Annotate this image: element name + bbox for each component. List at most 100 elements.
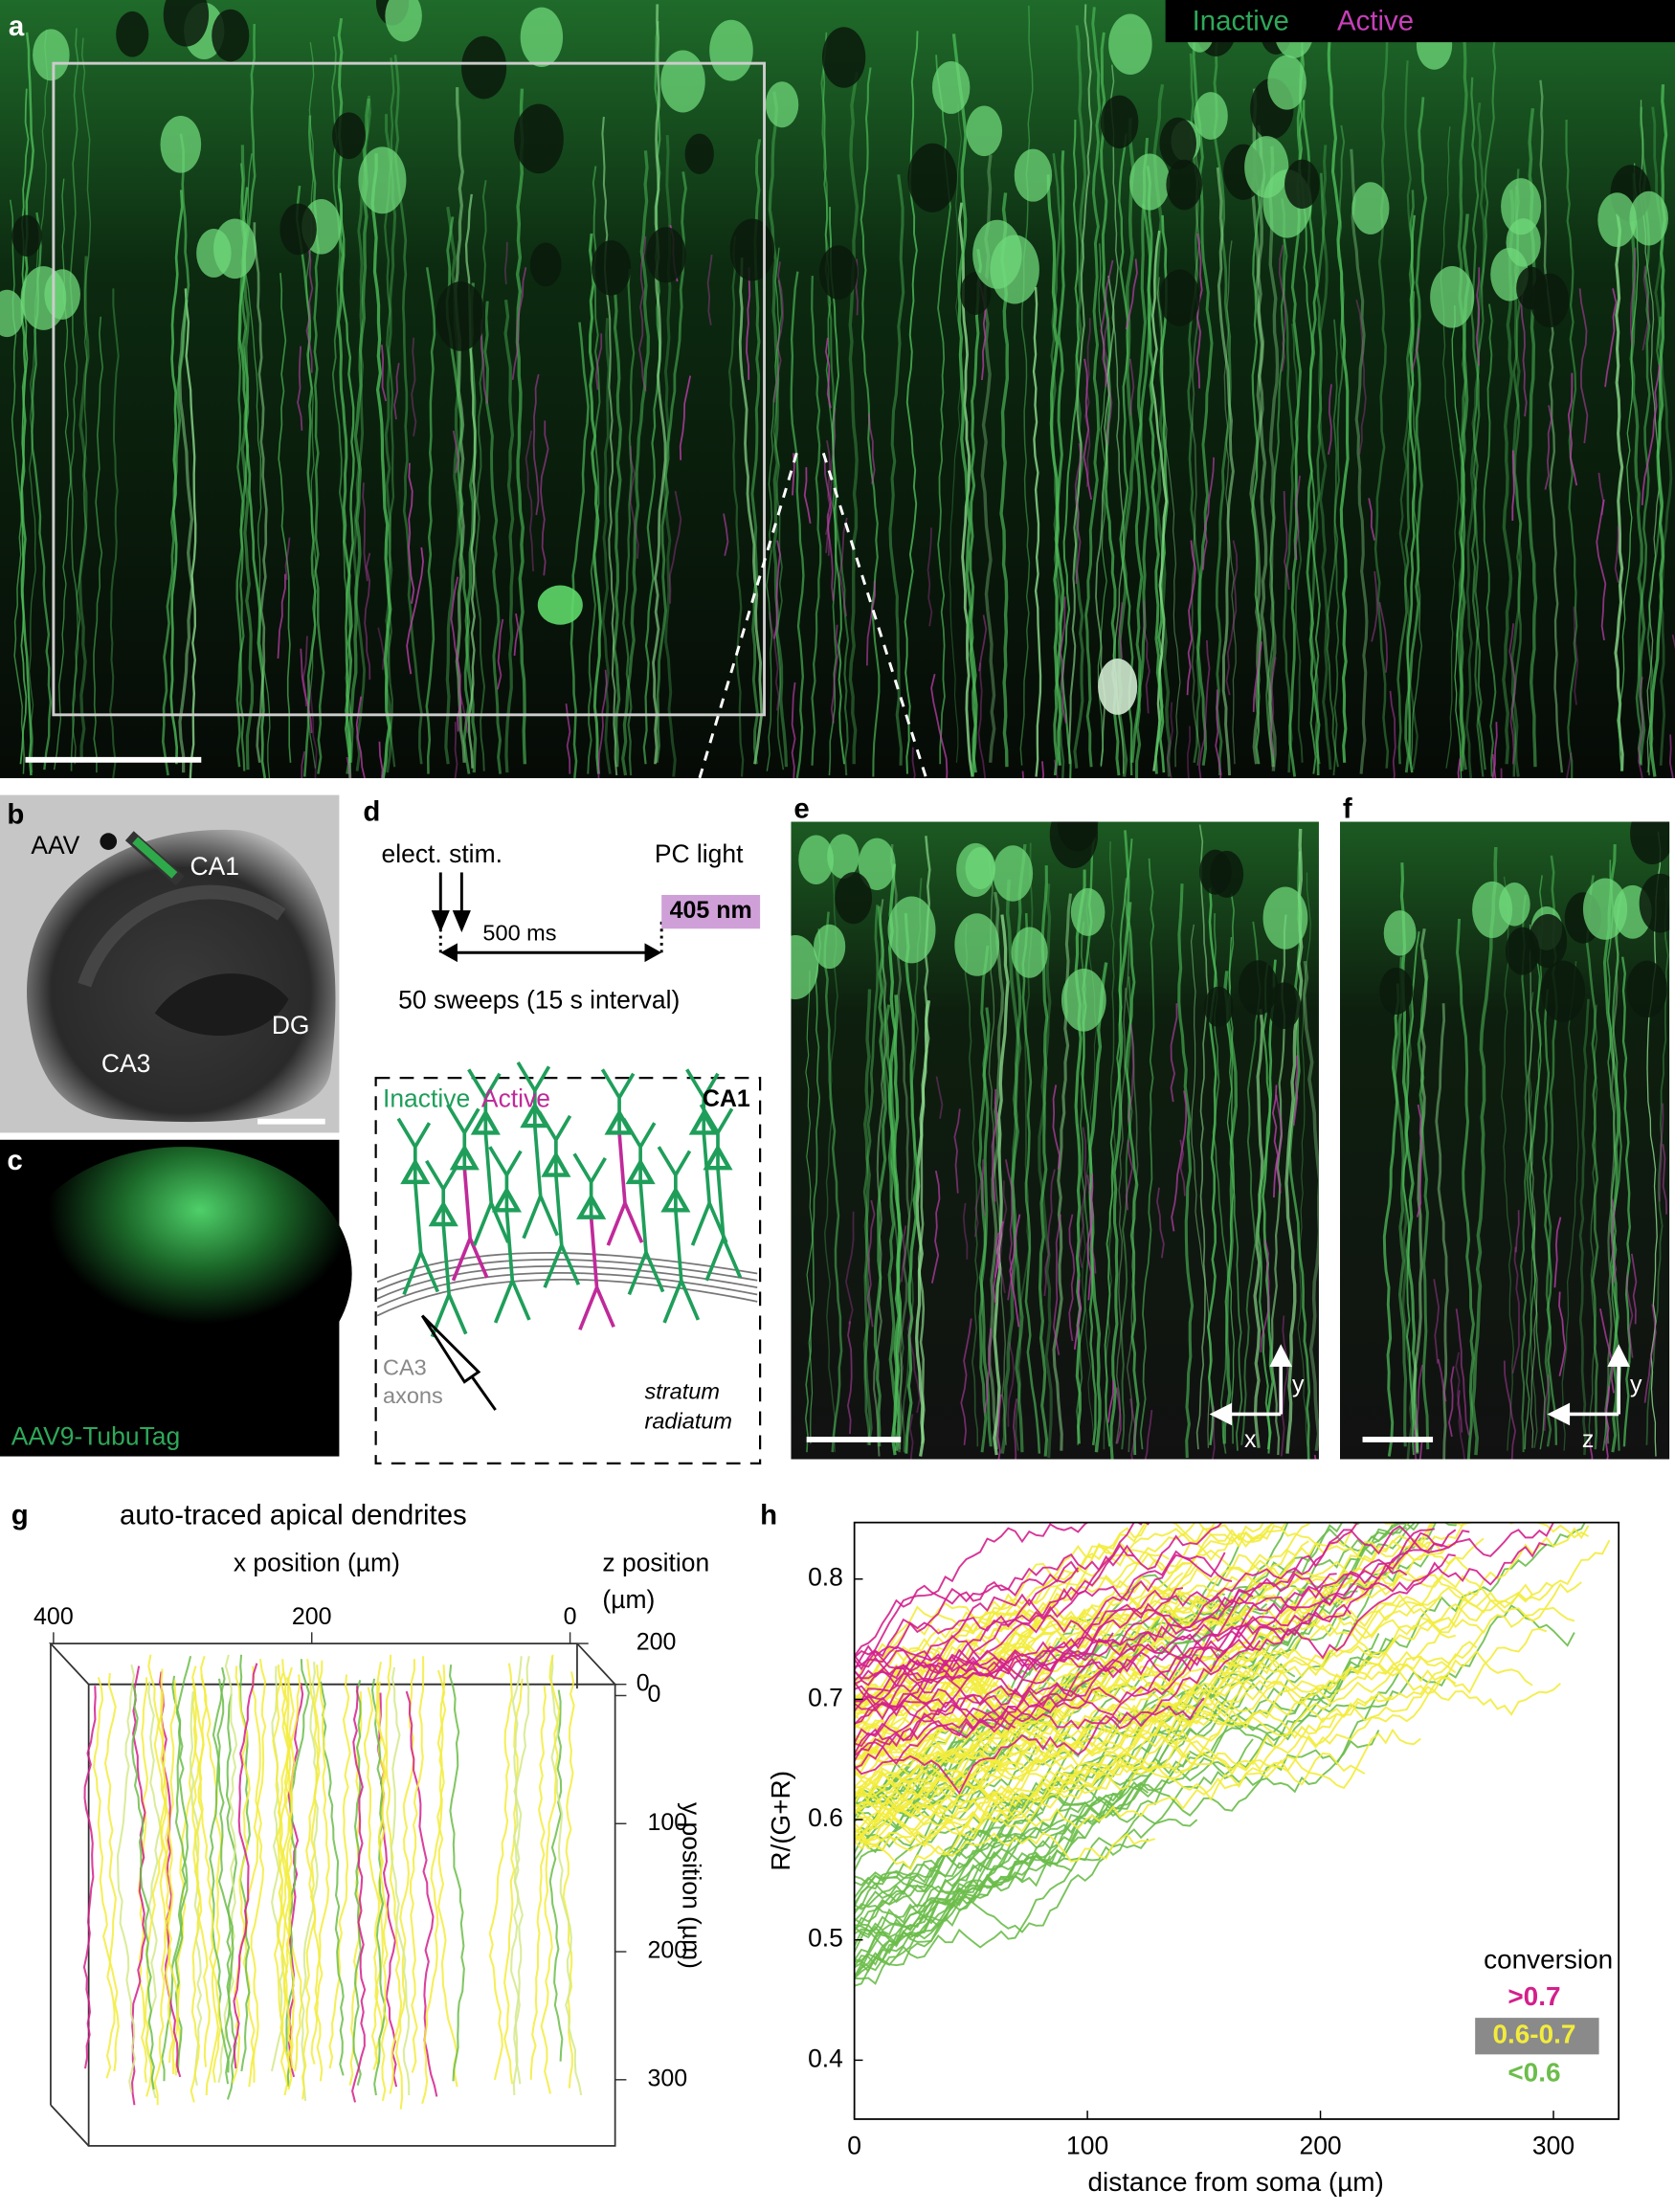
label: CA3 [101,1049,150,1078]
active-dendrite [845,1211,855,1325]
active-dendrite [901,1225,907,1283]
dendrite [69,28,81,771]
legend-active: Active [1337,5,1414,36]
x-tick-label: 100 [1066,2131,1108,2159]
dendrite [1382,983,1400,1457]
trace [854,1522,1274,1715]
panel-label: f [1343,793,1352,825]
basal-dendrite [578,1217,615,1330]
dendrite [1585,875,1599,1450]
cell [660,50,705,113]
trace [854,1661,1561,1766]
dendrite [346,98,370,774]
dendrite [1053,150,1065,776]
trace [854,1641,1478,1835]
dendrite [1411,928,1428,1453]
dendrite-trace [131,1684,155,2090]
dendrite [1038,883,1053,1459]
basal-dendrite [402,1181,440,1296]
trace [854,1541,1548,1716]
y-tick-label: 200 [647,1937,687,1964]
cell [729,218,775,281]
dendrite [1451,305,1465,778]
active-dendrite [1252,641,1262,712]
active-dendrite [953,1108,961,1194]
active-dendrite [1378,602,1389,673]
basal-dendrite [493,1210,531,1324]
trace [854,1558,1408,1748]
active-dendrite [1543,1374,1550,1432]
cell [1061,969,1106,1032]
dendrite [1501,876,1514,1451]
active-dendrite [1668,734,1674,778]
dendrite-trace [351,1686,367,2103]
dendrite [1471,846,1498,1456]
active-dendrite [911,747,916,778]
dendrite [1084,7,1102,768]
active-dendrite [1125,258,1138,330]
active-dendrite [803,467,812,525]
active-dendrite [1588,1441,1594,1460]
active-dendrite [935,1076,944,1119]
cell [116,11,149,57]
active-dendrite [1143,600,1150,714]
panel-label: c [7,1145,22,1176]
dendrite [1530,926,1546,1450]
dendrite [1281,198,1295,773]
dendrite [503,299,515,773]
dendrite [768,91,789,768]
active-dendrite [1128,358,1135,415]
z-tick-label: 0 [636,1669,650,1696]
dendrite [1223,240,1237,765]
layer-label: radiatum [645,1408,733,1433]
y-tick-label: 0.6 [808,1803,843,1832]
dendrite [1456,10,1468,771]
active-dendrite [973,1166,986,1238]
active-dendrite [769,612,780,711]
dendrite [1539,79,1564,773]
active-dendrite [1280,1315,1289,1457]
x-tick-label: 300 [1532,2131,1574,2159]
cell [1284,159,1320,210]
dendrite [655,171,687,763]
dendrite [848,71,860,765]
active-dendrite [908,1414,914,1460]
active-dendrite [998,1180,1008,1294]
active-dendrite [927,527,933,627]
micrograph-detail [0,0,1675,778]
active-dendrite [355,696,366,778]
dendrite [1081,837,1097,1445]
active-dendrite [503,241,508,285]
dendrite [1249,88,1265,765]
cell [765,81,799,128]
active-dendrite [1371,570,1378,642]
active-dendrite [994,1220,1004,1278]
active-dendrite [1599,1308,1615,1394]
active-dendrite [1511,450,1515,521]
dendrite-trace [512,1656,530,2096]
x-tick-label: 200 [292,1603,332,1630]
active-dendrite [1457,1390,1463,1433]
trace [854,1855,1052,1947]
apical-dendrite [657,1146,692,1211]
trace [854,1738,1205,1815]
dendrite [820,65,850,776]
active-dendrite [1630,1253,1638,1325]
active-dendrite [1013,1398,1018,1460]
active-dendrite [511,267,527,381]
dendrite-trace [488,1663,513,2081]
dendrite [570,322,590,778]
legend-background [1165,0,1675,43]
label: AAV [31,831,79,860]
micrograph-detail [791,821,1319,1460]
active-dendrite [906,1313,921,1414]
active-dendrite [1558,1291,1567,1376]
y-axis-label: R/(G+R) [766,1771,795,1871]
trace [854,1732,1191,1836]
dendrite [915,1000,931,1457]
dendrite [1103,841,1117,1450]
x-tick-label: 0 [564,1603,577,1630]
cell [1159,117,1197,169]
dendrite [370,153,392,778]
active-dendrite [496,618,504,690]
